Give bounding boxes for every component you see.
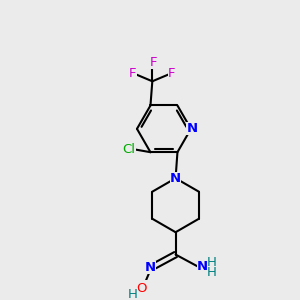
Text: F: F: [149, 56, 157, 69]
Text: Cl: Cl: [123, 143, 136, 156]
Text: N: N: [197, 260, 208, 273]
Text: N: N: [186, 122, 197, 135]
Text: O: O: [136, 281, 146, 295]
Text: N: N: [170, 172, 181, 185]
Text: F: F: [168, 67, 176, 80]
Text: H: H: [207, 266, 217, 279]
Text: H: H: [207, 256, 217, 269]
Text: N: N: [145, 261, 156, 274]
Text: H: H: [128, 288, 138, 300]
Text: F: F: [129, 67, 136, 80]
